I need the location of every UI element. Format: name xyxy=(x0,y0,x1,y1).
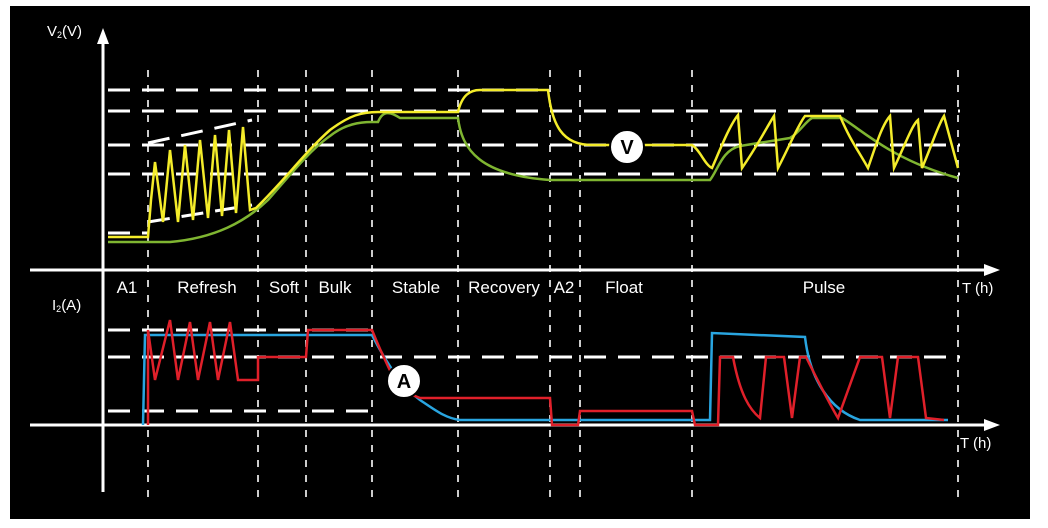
phase-label-a1: A1 xyxy=(117,278,138,297)
voltage-marker-circle xyxy=(609,129,645,165)
phase-label-bulk: Bulk xyxy=(318,278,352,297)
phase-label-recovery: Recovery xyxy=(468,278,540,297)
phase-label-refresh: Refresh xyxy=(177,278,237,297)
voltage-marker: V xyxy=(609,129,645,165)
current-marker: A xyxy=(386,363,422,399)
time-axis-top-arrow xyxy=(984,264,1000,276)
phase-label-stable: Stable xyxy=(392,278,440,297)
phase-label-float: Float xyxy=(605,278,643,297)
voltage-secondary-curve xyxy=(108,111,959,244)
current-primary-curve xyxy=(146,319,945,427)
voltage-primary-curve xyxy=(108,88,960,239)
voltage-marker-label: V xyxy=(620,137,634,159)
current-axis-label: I2(A) xyxy=(52,297,81,314)
y-axis-arrow xyxy=(97,28,109,44)
time-label-bottom: T (h) xyxy=(960,435,991,452)
time-axis-bottom-arrow xyxy=(984,419,1000,431)
phase-dividers xyxy=(147,70,959,505)
voltage-envelope-upper xyxy=(147,118,253,145)
time-label-top: T (h) xyxy=(962,280,993,297)
voltage-axis-label: V2(V) xyxy=(47,23,82,40)
axes xyxy=(30,40,990,492)
current-marker-circle xyxy=(386,363,422,399)
phase-label-a2: A2 xyxy=(554,278,575,297)
current-marker-label: A xyxy=(397,371,411,393)
voltage-reference-lines xyxy=(108,88,960,235)
phase-label-pulse: Pulse xyxy=(803,278,846,297)
diagram-background xyxy=(10,6,1030,519)
phase-label-soft: Soft xyxy=(269,278,300,297)
